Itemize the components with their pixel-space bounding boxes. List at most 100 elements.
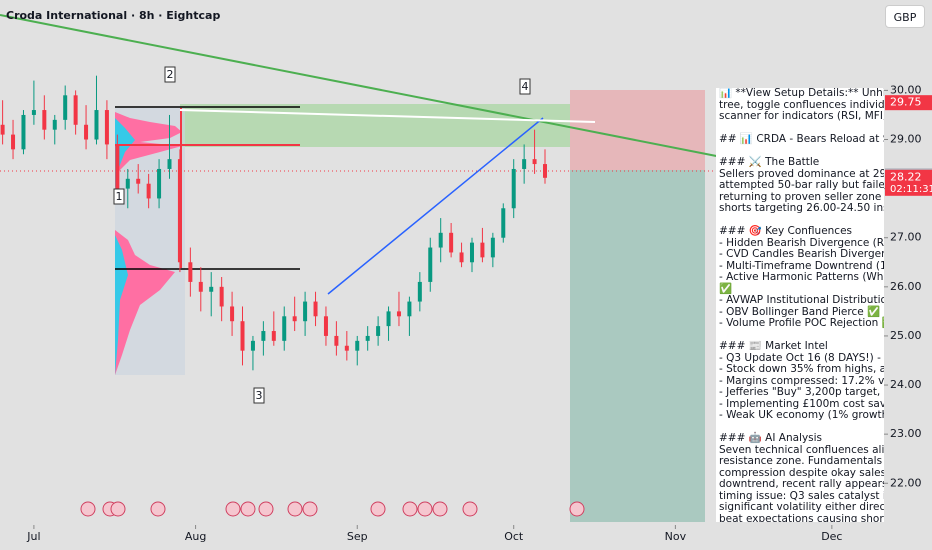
y-tick-label: 30.00	[890, 83, 922, 96]
x-tick-label: Nov	[665, 530, 687, 543]
note-line: resistance zone. Fundamentals show m	[719, 455, 884, 467]
countdown: 02:11:31	[890, 184, 932, 195]
candle-body	[344, 345, 349, 351]
candle-body	[438, 232, 443, 248]
note-line: tree, toggle confluences individually. D	[719, 98, 884, 111]
candle-body	[146, 183, 151, 199]
candle-body	[52, 119, 57, 130]
note-line: timing issue: Q3 sales catalyst in 8 day…	[719, 489, 884, 502]
flag	[80, 501, 96, 517]
annotation: 2	[167, 68, 174, 81]
candle-body	[428, 247, 433, 282]
candle-body	[230, 306, 235, 322]
y-tick-label: 22.00	[890, 476, 922, 489]
y-tick-label: 25.00	[890, 329, 922, 342]
note-paragraph: ### 📰 Market Intel - Q3 Update Oct 16 (8 …	[719, 340, 884, 422]
note-line: - CVD Candles Bearish Divergence ✅	[719, 248, 884, 260]
candle-body	[31, 110, 36, 115]
flag	[402, 501, 418, 517]
candle-body	[355, 340, 360, 351]
volume-profile	[115, 108, 185, 375]
candle-body	[11, 134, 16, 150]
price-axis	[884, 30, 932, 525]
candle-body	[313, 301, 318, 317]
divergence-line	[327, 117, 544, 295]
flag	[302, 501, 318, 517]
flag	[432, 501, 448, 517]
note-paragraph: 📊 **View Setup Details:** Unhide Groutre…	[719, 88, 884, 123]
annotation-box	[519, 78, 531, 95]
candle-body	[219, 286, 224, 307]
idea-note: 📊 **View Setup Details:** Unhide Groutre…	[716, 88, 884, 522]
candle-body	[449, 232, 454, 253]
note-line: - Volume Profile POC Rejection ✅	[719, 317, 884, 329]
note-line: Seven technical confluences align bear	[719, 443, 884, 456]
note-line: - Hidden Bearish Divergence (RSI/MFI)	[719, 236, 884, 249]
flag	[258, 501, 274, 517]
flag	[417, 501, 433, 517]
note-paragraph: ### 🎯 Key Confluences - Hidden Bearish Di…	[719, 225, 884, 330]
price-label: 29.75	[890, 96, 922, 109]
candle-body	[240, 321, 245, 351]
note-paragraph: ### 🤖 AI Analysis Seven technical conflue…	[719, 432, 884, 522]
candle-body	[94, 110, 99, 140]
note-line: ### 📰 Market Intel	[719, 340, 828, 352]
flag	[150, 501, 166, 517]
candle-body	[376, 326, 381, 336]
candle-body	[365, 335, 370, 341]
note-line: shorts targeting 26.00-24.50 institution	[719, 202, 884, 214]
note-line: - Multi-Timeframe Downtrend (100-200	[719, 259, 884, 272]
candle-body	[490, 237, 495, 258]
annotation-box	[113, 188, 125, 205]
profile-up	[115, 230, 175, 375]
flag	[287, 501, 303, 517]
target-zone	[570, 170, 705, 522]
candle-body	[417, 281, 422, 302]
candle-body	[323, 316, 328, 336]
annotation: 3	[256, 389, 263, 402]
x-tick-label: Sep	[347, 530, 368, 543]
y-tick-label: 29.00	[890, 133, 922, 146]
annotation-box	[253, 387, 265, 404]
note-line: - Margins compressed: 17.2% vs 18.9% p	[719, 374, 884, 387]
note-paragraph: ### ⚔️ The Battle Sellers proved dominanc…	[719, 156, 884, 215]
candle-body	[42, 110, 47, 130]
avwap-line	[179, 109, 596, 123]
x-tick-label: Dec	[821, 530, 842, 543]
candle-body	[73, 95, 78, 125]
note-line: - Q3 Update Oct 16 (8 DAYS!) - Major Ca	[719, 351, 884, 364]
note-line: ### 🎯 Key Confluences	[719, 225, 853, 237]
candle-body	[334, 335, 339, 346]
y-tick-label: 27.00	[890, 231, 922, 244]
candle-body	[177, 159, 182, 263]
profile-down	[115, 235, 128, 375]
candle-body	[188, 262, 193, 282]
candle-body	[261, 331, 266, 341]
stop-zone	[570, 90, 705, 170]
note-line: beat expectations causing short-term s	[719, 512, 884, 522]
note-line: Sellers proved dominance at 29.00 (Poi	[719, 167, 884, 180]
candle-body	[386, 311, 391, 327]
x-axis: Jul Aug Sep Oct Nov Dec	[26, 525, 842, 543]
y-axis: 22.0023.0024.0025.0026.0027.0028.0029.00…	[884, 83, 922, 489]
candle-body	[136, 178, 141, 184]
flag	[370, 501, 386, 517]
note-line: significant volatility either direction.…	[719, 501, 884, 513]
candle-body	[63, 95, 68, 120]
price-label: 28.22	[890, 170, 922, 183]
candle-body	[84, 124, 89, 140]
flag	[569, 501, 585, 517]
candle-body	[282, 316, 287, 341]
note-line: returning to proven seller zone where b	[719, 190, 884, 203]
candles	[0, 75, 548, 371]
candle-body	[469, 242, 474, 263]
candle-body	[459, 252, 464, 263]
candle-body	[115, 144, 120, 189]
candle-body	[198, 281, 203, 292]
note-line: - Jefferies "Buy" 3,200p target, Citigro…	[719, 386, 884, 398]
note-line: ### 🤖 AI Analysis	[719, 432, 823, 444]
currency-button[interactable]: GBP	[885, 5, 925, 28]
note-line: ### ⚔️ The Battle	[719, 156, 820, 168]
candle-body	[522, 159, 527, 169]
